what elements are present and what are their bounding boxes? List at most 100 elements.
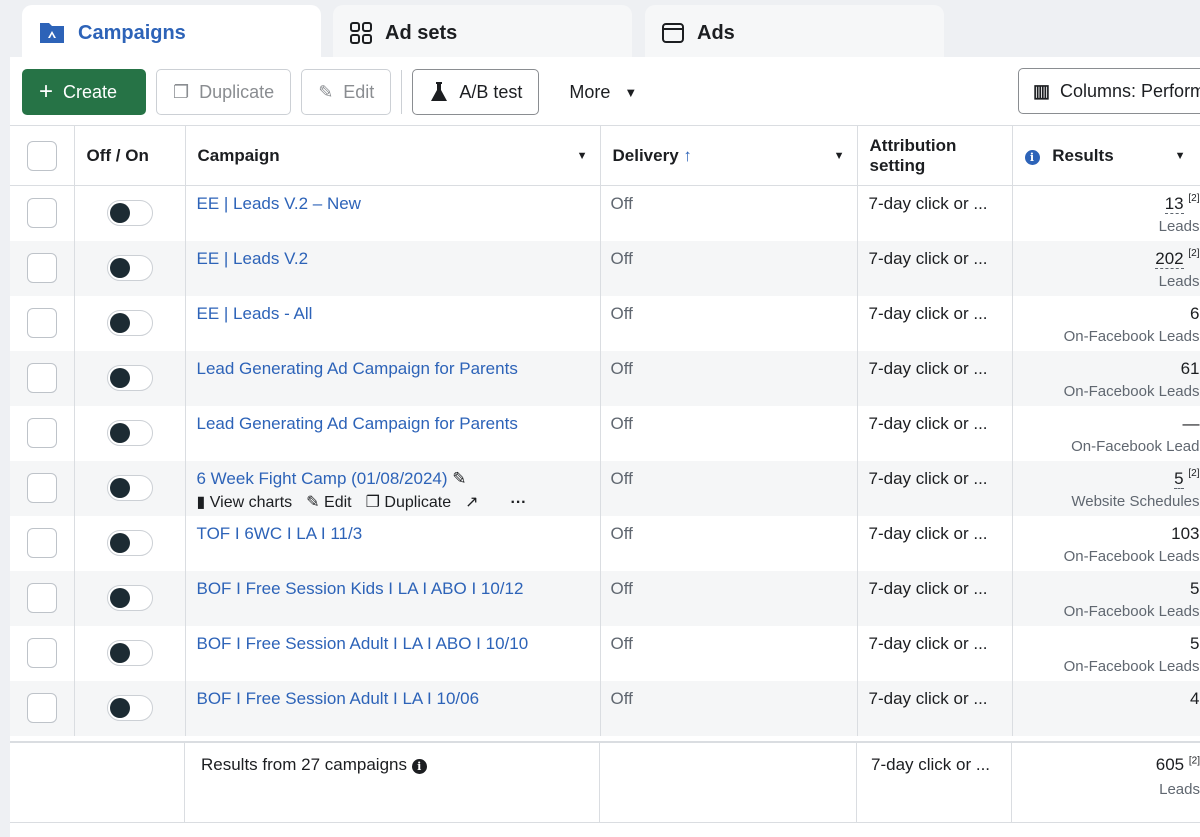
campaign-toggle[interactable] bbox=[106, 639, 153, 666]
tab-label: Campaigns bbox=[78, 21, 186, 44]
info-icon: i bbox=[1024, 149, 1040, 165]
sort-up-icon: ↑ bbox=[683, 145, 692, 165]
campaign-toggle[interactable] bbox=[106, 419, 153, 446]
delivery-status: Off bbox=[600, 680, 858, 736]
campaign-name-link[interactable]: EE | Leads V.2 bbox=[196, 248, 309, 268]
tab-ad-sets[interactable]: Ad sets bbox=[333, 5, 632, 61]
tab-label: Ads bbox=[697, 21, 735, 44]
row-checkbox[interactable] bbox=[26, 417, 57, 448]
view-charts-link[interactable]: ▮ View charts bbox=[196, 493, 293, 511]
row-checkbox[interactable] bbox=[26, 527, 57, 558]
result-value[interactable]: 13 bbox=[1164, 194, 1184, 214]
caret-down-icon: ▼ bbox=[624, 84, 638, 100]
tab-ads[interactable]: Ads bbox=[645, 5, 944, 61]
delivery-status: Off bbox=[600, 295, 858, 351]
header-off-on: Off / On bbox=[74, 125, 186, 186]
result-type: On-Facebook Leads bbox=[1063, 657, 1200, 675]
pencil-icon[interactable]: ✎ bbox=[452, 468, 467, 488]
header-campaign[interactable]: Campaign ▼ bbox=[185, 125, 601, 186]
ab-test-button[interactable]: A/B test bbox=[412, 69, 540, 115]
caret-down-icon: ▼ bbox=[1174, 149, 1186, 162]
table-row[interactable]: EE | Leads - All Off 7-day click or ... … bbox=[10, 295, 1200, 351]
table-row[interactable]: EE | Leads V.2 Off 7-day click or ... 20… bbox=[10, 240, 1200, 296]
plus-icon: + bbox=[39, 78, 54, 105]
campaign-name-link[interactable]: TOF I 6WC I LA I 11/3 bbox=[196, 523, 363, 543]
result-type: Leads bbox=[1158, 218, 1200, 235]
campaign-name-link[interactable]: 6 Week Fight Camp (01/08/2024) bbox=[196, 468, 448, 488]
duplicate-button[interactable]: ❐ Duplicate bbox=[156, 69, 292, 115]
campaign-name-link[interactable]: BOF I Free Session Adult I LA I ABO I 10… bbox=[196, 633, 529, 653]
delivery-status: Off bbox=[600, 625, 858, 681]
row-checkbox[interactable] bbox=[26, 307, 57, 338]
table-row[interactable]: Lead Generating Ad Campaign for Parents … bbox=[10, 405, 1200, 461]
row-checkbox[interactable] bbox=[26, 582, 57, 613]
pencil-icon: ✎ bbox=[318, 81, 334, 102]
header-delivery[interactable]: Delivery ↑ ▼ bbox=[600, 125, 858, 186]
table-row[interactable]: TOF I 6WC I LA I 11/3 Off 7-day click or… bbox=[10, 515, 1200, 571]
table-row[interactable]: EE | Leads V.2 – New Off 7-day click or … bbox=[10, 185, 1200, 241]
edit-button[interactable]: ✎ Edit bbox=[301, 69, 392, 115]
row-checkbox[interactable] bbox=[26, 472, 57, 503]
bar-chart-icon: ▮ bbox=[196, 493, 206, 511]
header-results[interactable]: i Results ▼ bbox=[1012, 125, 1200, 186]
duplicate-icon: ❐ bbox=[365, 493, 380, 511]
campaign-name-link[interactable]: EE | Leads V.2 – New bbox=[196, 194, 361, 213]
campaign-toggle[interactable] bbox=[106, 364, 153, 391]
attribution-setting: 7-day click or ... bbox=[857, 570, 1013, 626]
create-button[interactable]: + Create bbox=[22, 69, 146, 115]
delivery-status: Off bbox=[600, 515, 858, 571]
campaign-name-link[interactable]: Lead Generating Ad Campaign for Parents bbox=[196, 413, 518, 433]
campaign-name-link[interactable]: EE | Leads - All bbox=[196, 303, 313, 323]
result-value: 5 bbox=[1190, 633, 1200, 653]
edit-link[interactable]: ✎ Edit bbox=[306, 493, 352, 511]
delivery-status: Off bbox=[600, 240, 858, 296]
trend-icon[interactable]: ↗ bbox=[465, 493, 479, 511]
row-checkbox[interactable] bbox=[26, 637, 57, 668]
result-value[interactable]: 202 bbox=[1155, 248, 1184, 269]
result-type: Website Schedules bbox=[1071, 492, 1200, 510]
row-checkbox[interactable] bbox=[26, 252, 57, 283]
result-value: 61 bbox=[1180, 358, 1200, 378]
result-type: On-Facebook Leads bbox=[1063, 602, 1200, 620]
table-footer: Results from 27 campaigns i 7-day click … bbox=[10, 741, 1200, 823]
campaign-toggle[interactable] bbox=[106, 584, 153, 611]
campaign-toggle[interactable] bbox=[106, 200, 153, 226]
delivery-status: Off bbox=[600, 570, 858, 626]
table-row[interactable]: BOF I Free Session Kids I LA I ABO I 10/… bbox=[10, 570, 1200, 626]
row-checkbox[interactable] bbox=[26, 198, 57, 228]
delivery-status: Off bbox=[600, 350, 858, 406]
tab-campaigns[interactable]: Campaigns bbox=[22, 5, 321, 61]
campaign-name-link[interactable]: BOF I Free Session Kids I LA I ABO I 10/… bbox=[196, 578, 524, 598]
table-row[interactable]: 6 Week Fight Camp (01/08/2024) ✎ ▮ View … bbox=[10, 460, 1200, 516]
info-icon[interactable]: i bbox=[411, 759, 427, 774]
footer-result-type: Leads bbox=[1159, 781, 1200, 798]
campaign-toggle[interactable] bbox=[106, 694, 153, 721]
tab-label: Ad sets bbox=[385, 21, 458, 44]
row-checkbox[interactable] bbox=[26, 362, 57, 393]
more-options-icon[interactable]: ··· bbox=[510, 493, 527, 511]
campaign-toggle[interactable] bbox=[106, 474, 153, 501]
campaign-toggle[interactable] bbox=[106, 254, 153, 281]
columns-dropdown[interactable]: ▥Columns: Performance bbox=[1018, 68, 1200, 114]
table-row[interactable]: BOF I Free Session Adult I LA I 10/06 Of… bbox=[10, 680, 1200, 736]
campaign-name-link[interactable]: BOF I Free Session Adult I LA I 10/06 bbox=[196, 688, 480, 708]
results-summary: Results from 27 campaigns bbox=[201, 755, 407, 774]
more-dropdown[interactable]: More ▼ bbox=[569, 81, 638, 102]
attribution-setting: 7-day click or ... bbox=[857, 460, 1013, 516]
footer-attribution: 7-day click or ... bbox=[857, 743, 1012, 823]
table-row[interactable]: Lead Generating Ad Campaign for Parents … bbox=[10, 350, 1200, 406]
campaign-toggle[interactable] bbox=[106, 529, 153, 556]
campaign-name-link[interactable]: Lead Generating Ad Campaign for Parents bbox=[196, 358, 518, 378]
campaign-toggle[interactable] bbox=[106, 309, 153, 336]
row-checkbox[interactable] bbox=[26, 692, 57, 723]
table-row[interactable]: BOF I Free Session Adult I LA I ABO I 10… bbox=[10, 625, 1200, 681]
select-all-checkbox[interactable] bbox=[26, 140, 57, 171]
result-value: 6 bbox=[1190, 303, 1200, 323]
result-type: On-Facebook Leads bbox=[1063, 547, 1200, 565]
duplicate-link[interactable]: ❐ Duplicate bbox=[365, 493, 452, 511]
result-value[interactable]: 5 bbox=[1174, 468, 1184, 489]
result-value: 5 bbox=[1190, 578, 1200, 598]
attribution-setting: 7-day click or ... bbox=[857, 350, 1013, 406]
grid-icon bbox=[350, 22, 372, 44]
campaign-folder-icon bbox=[40, 23, 64, 43]
